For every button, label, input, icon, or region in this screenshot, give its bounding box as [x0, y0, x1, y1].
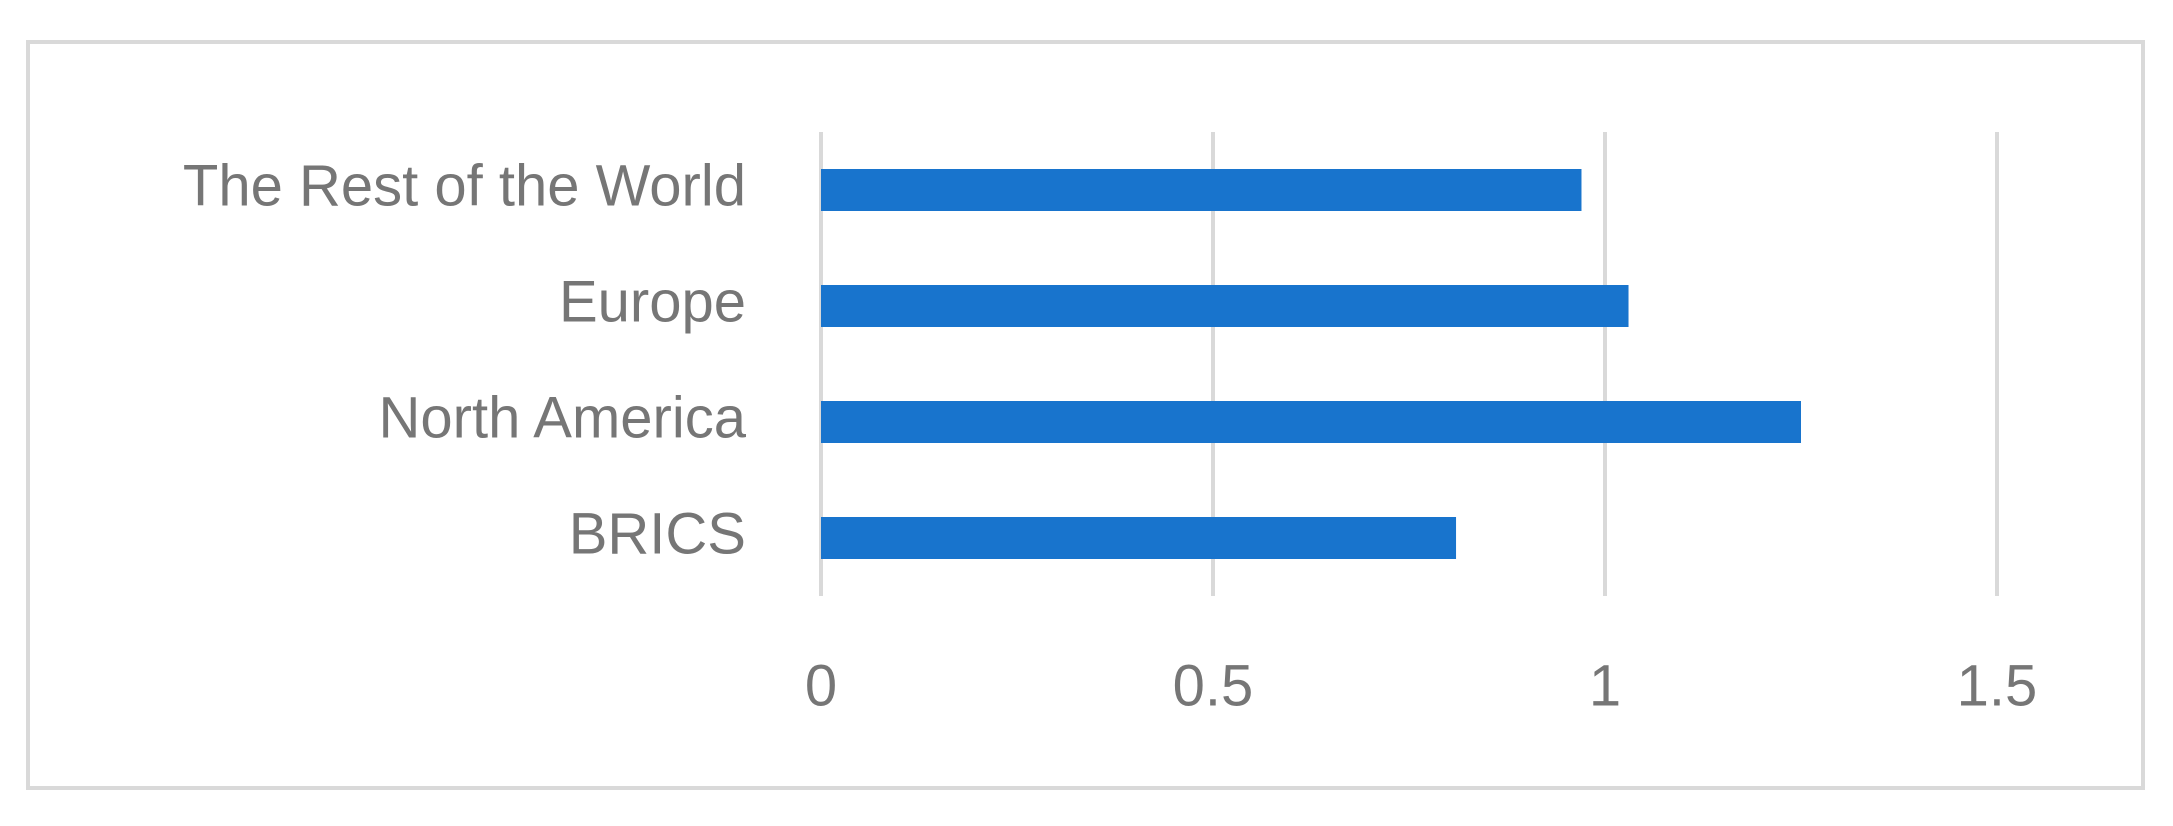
- bar: [821, 401, 1801, 443]
- y-tick-label: North America: [379, 385, 747, 450]
- y-tick-label: BRICS: [569, 501, 746, 566]
- x-tick-label: 1: [1589, 653, 1621, 718]
- x-tick-label: 1.5: [1957, 653, 2038, 718]
- bar: [821, 169, 1582, 211]
- y-tick-label: Europe: [559, 269, 746, 334]
- x-tick-label: 0.5: [1173, 653, 1254, 718]
- bar: [821, 285, 1629, 327]
- bar: [821, 517, 1457, 559]
- y-tick-label: The Rest of the World: [183, 153, 746, 218]
- x-tick-label: 0: [805, 653, 837, 718]
